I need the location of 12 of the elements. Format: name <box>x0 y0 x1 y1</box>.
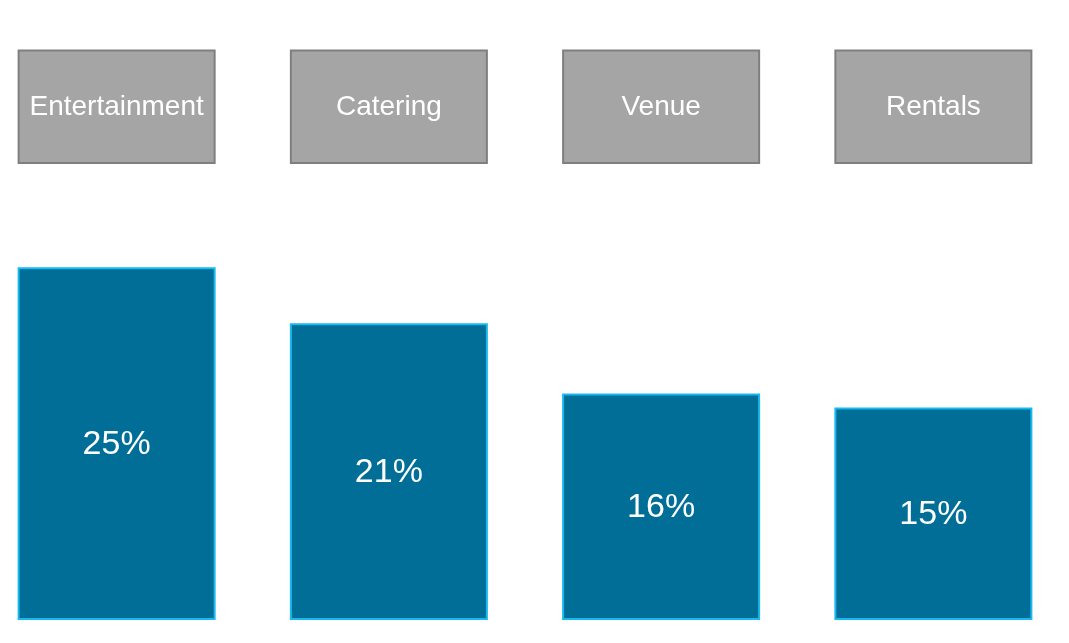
x-tick-label: Venue <box>621 89 701 121</box>
x-tick-label: Rentals <box>885 89 981 121</box>
bar <box>289 323 488 620</box>
x-tick-label: Catering <box>335 89 442 121</box>
bar <box>834 407 1033 620</box>
x-tick-label: Entertainment <box>29 89 204 121</box>
data-label: 21% <box>354 450 423 489</box>
data-label: 15% <box>899 492 968 531</box>
bar <box>562 393 761 620</box>
bar <box>17 267 216 620</box>
data-label: 16% <box>627 485 696 524</box>
data-label: 25% <box>82 422 151 461</box>
